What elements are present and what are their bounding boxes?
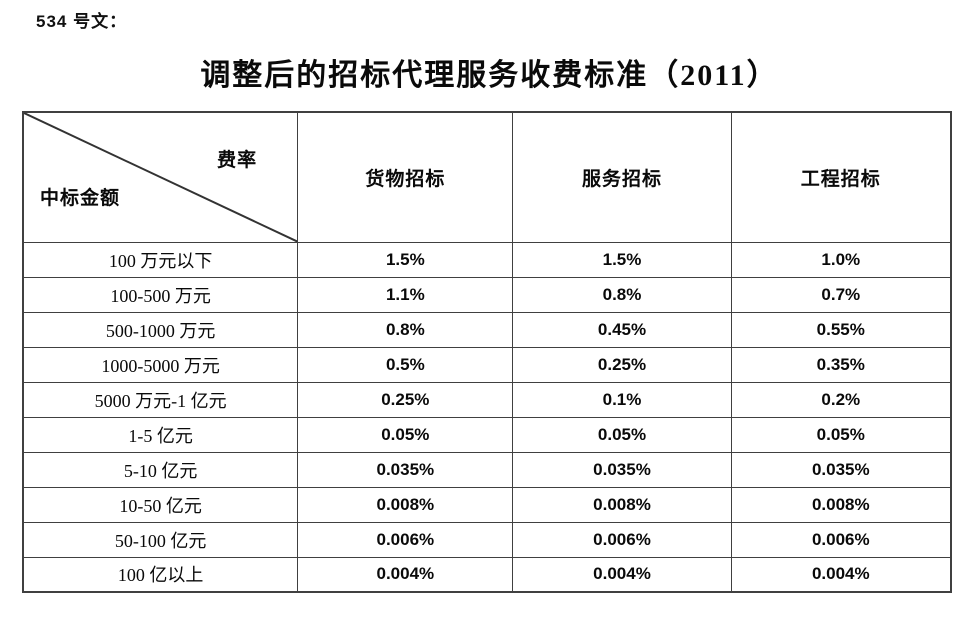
column-header-engineering: 工程招标 — [730, 111, 952, 243]
engineering-rate-cell: 0.004% — [730, 556, 952, 593]
amount-cell: 5-10 亿元 — [22, 451, 299, 488]
table-row: 10-50 亿元 0.008% 0.008% 0.008% — [22, 486, 952, 523]
goods-rate-cell: 0.035% — [297, 451, 514, 488]
service-rate-cell: 0.05% — [512, 416, 732, 453]
service-rate-cell: 1.5% — [512, 241, 732, 278]
engineering-rate-cell: 0.006% — [730, 521, 952, 558]
goods-rate-cell: 1.5% — [297, 241, 514, 278]
service-rate-cell: 0.004% — [512, 556, 732, 593]
engineering-rate-cell: 0.035% — [730, 451, 952, 488]
table-row: 5-10 亿元 0.035% 0.035% 0.035% — [22, 451, 952, 488]
table-row: 500-1000 万元 0.8% 0.45% 0.55% — [22, 311, 952, 348]
doc-number-label: 534 号文： — [36, 12, 128, 31]
amount-cell: 5000 万元-1 亿元 — [22, 381, 299, 418]
amount-cell: 1-5 亿元 — [22, 416, 299, 453]
service-rate-cell: 0.006% — [512, 521, 732, 558]
goods-rate-cell: 0.8% — [297, 311, 514, 348]
goods-rate-cell: 0.25% — [297, 381, 514, 418]
engineering-rate-cell: 0.55% — [730, 311, 952, 348]
column-header-service: 服务招标 — [512, 111, 732, 243]
amount-cell: 500-1000 万元 — [22, 311, 299, 348]
fee-table: 费率 中标金额 货物招标 服务招标 工程招标 100 万元以下 1.5% 1.5… — [22, 111, 952, 593]
table-row: 5000 万元-1 亿元 0.25% 0.1% 0.2% — [22, 381, 952, 418]
amount-cell: 100 亿以上 — [22, 556, 299, 593]
amount-cell: 1000-5000 万元 — [22, 346, 299, 383]
corner-header-cell: 费率 中标金额 — [22, 111, 299, 243]
page-title: 调整后的招标代理服务收费标准（2011） — [200, 59, 779, 92]
service-rate-cell: 0.25% — [512, 346, 732, 383]
amount-cell: 100 万元以下 — [22, 241, 299, 278]
service-rate-cell: 0.035% — [512, 451, 732, 488]
diagonal-divider-line — [24, 113, 297, 242]
service-rate-cell: 0.008% — [512, 486, 732, 523]
engineering-rate-cell: 0.7% — [730, 276, 952, 313]
table-row: 50-100 亿元 0.006% 0.006% 0.006% — [22, 521, 952, 558]
service-rate-cell: 0.1% — [512, 381, 732, 418]
service-rate-cell: 0.45% — [512, 311, 732, 348]
table-row: 100-500 万元 1.1% 0.8% 0.7% — [22, 276, 952, 313]
goods-rate-cell: 0.006% — [297, 521, 514, 558]
engineering-rate-cell: 0.2% — [730, 381, 952, 418]
table-row: 1000-5000 万元 0.5% 0.25% 0.35% — [22, 346, 952, 383]
table-row: 1-5 亿元 0.05% 0.05% 0.05% — [22, 416, 952, 453]
goods-rate-cell: 0.05% — [297, 416, 514, 453]
column-header-goods: 货物招标 — [297, 111, 514, 243]
engineering-rate-cell: 0.35% — [730, 346, 952, 383]
corner-rate-label: 费率 — [217, 150, 258, 171]
goods-rate-cell: 0.5% — [297, 346, 514, 383]
fee-table-container: 费率 中标金额 货物招标 服务招标 工程招标 100 万元以下 1.5% 1.5… — [22, 111, 952, 593]
amount-cell: 10-50 亿元 — [22, 486, 299, 523]
service-rate-cell: 0.8% — [512, 276, 732, 313]
engineering-rate-cell: 0.008% — [730, 486, 952, 523]
engineering-rate-cell: 0.05% — [730, 416, 952, 453]
amount-cell: 50-100 亿元 — [22, 521, 299, 558]
goods-rate-cell: 1.1% — [297, 276, 514, 313]
amount-cell: 100-500 万元 — [22, 276, 299, 313]
goods-rate-cell: 0.004% — [297, 556, 514, 593]
corner-amount-label: 中标金额 — [40, 187, 121, 209]
engineering-rate-cell: 1.0% — [730, 241, 952, 278]
goods-rate-cell: 0.008% — [297, 486, 514, 523]
table-row: 100 万元以下 1.5% 1.5% 1.0% — [22, 241, 952, 278]
table-header-row: 费率 中标金额 货物招标 服务招标 工程招标 — [22, 111, 952, 243]
table-row: 100 亿以上 0.004% 0.004% 0.004% — [22, 556, 952, 593]
